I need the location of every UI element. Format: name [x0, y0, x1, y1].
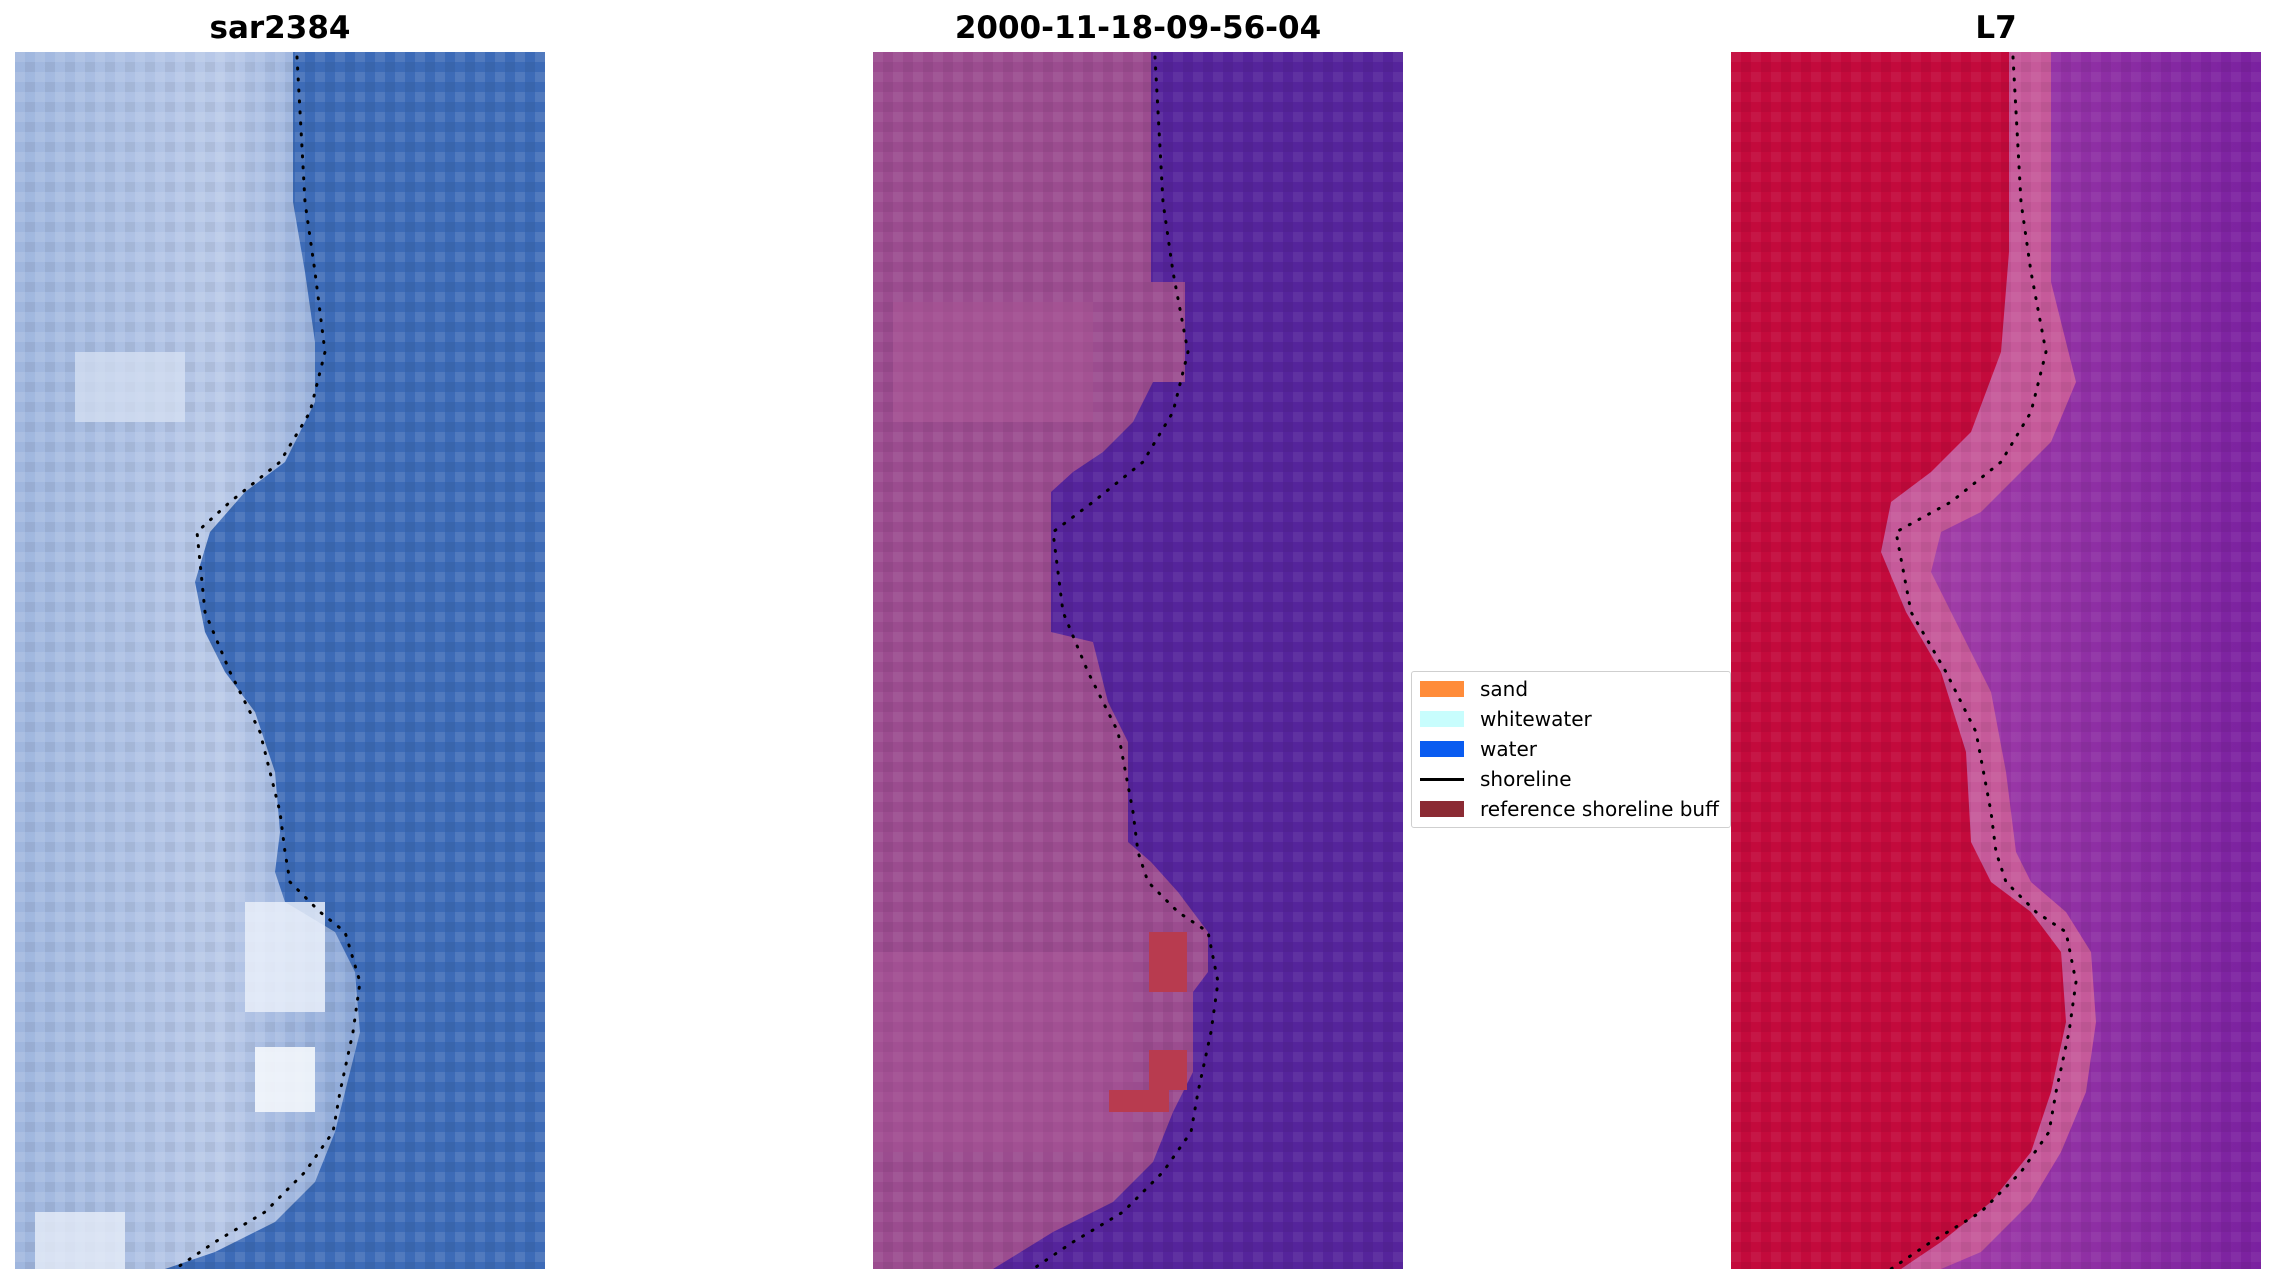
panel-title-classification: 2000-11-18-09-56-04 — [954, 10, 1322, 46]
legend-label: water — [1480, 737, 1537, 761]
legend-label: reference shoreline buff — [1480, 797, 1719, 821]
shoreline — [1031, 55, 1220, 1269]
classification-image — [873, 52, 1403, 1269]
index-image — [1731, 52, 2261, 1269]
whitewater-swatch-icon — [1420, 711, 1464, 727]
classification-panel — [873, 52, 1403, 1269]
panel-title-rgb: sar2384 — [209, 10, 351, 46]
shoreline — [173, 55, 362, 1269]
legend-label: sand — [1480, 677, 1529, 701]
rgb-image-panel — [15, 52, 545, 1269]
legend-item-shoreline: shoreline — [1420, 766, 1572, 792]
legend-label: whitewater — [1480, 707, 1592, 731]
shoreline-line-icon — [1420, 777, 1464, 781]
legend-item-sand: sand — [1420, 676, 1528, 702]
index-panel — [1731, 52, 2261, 1269]
buffer-swatch-icon — [1420, 801, 1464, 817]
legend-item-water: water — [1420, 736, 1537, 762]
rgb-image — [15, 52, 545, 1269]
legend: sand whitewater water shoreline referenc… — [1411, 671, 1731, 828]
legend-label: shoreline — [1480, 767, 1572, 791]
legend-item-reference-buffer: reference shoreline buff — [1420, 796, 1719, 822]
legend-item-whitewater: whitewater — [1420, 706, 1592, 732]
panel-title-ndwi: L7 — [1975, 10, 2017, 46]
water-swatch-icon — [1420, 741, 1464, 757]
sand-swatch-icon — [1420, 681, 1464, 697]
